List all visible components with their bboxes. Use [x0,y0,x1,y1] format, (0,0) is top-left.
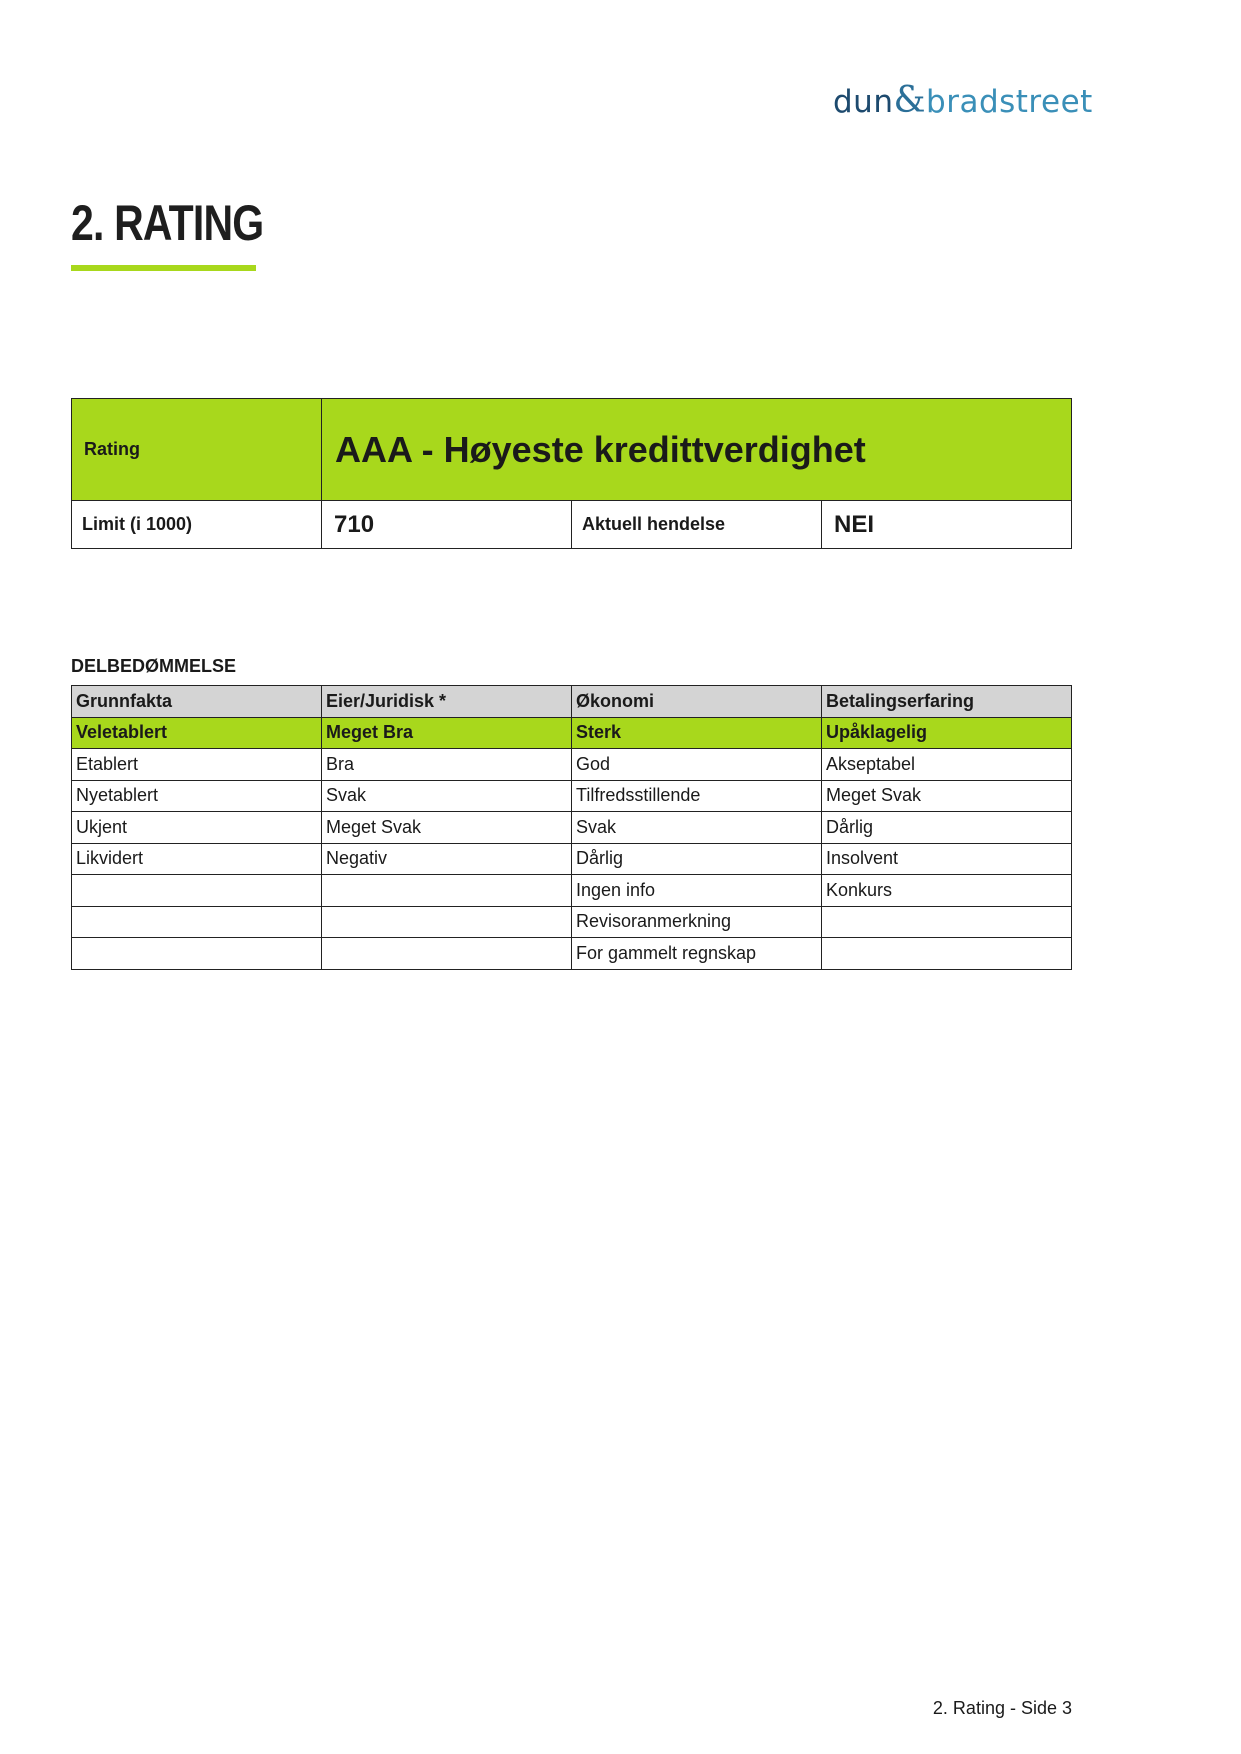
table-cell: Dårlig [571,842,822,875]
logo-text: dun [833,84,894,120]
table-cell [71,905,322,938]
rating-value: AAA - Høyeste kredittverdighet [321,398,1072,501]
table-row: Nyetablert Svak Tilfredsstillende Meget Sva… [71,779,1072,812]
table-cell: Revisoranmerkning [571,905,822,938]
column-header: Eier/Juridisk * [321,685,572,718]
table-row: Ingen info Konkurs [71,874,1072,907]
table-cell: Insolvent [821,842,1072,875]
rating-label: Rating [71,398,322,501]
limit-label: Limit (i 1000) [71,500,322,549]
table-cell [821,905,1072,938]
subratings-table: Grunnfakta Eier/Juridisk * Økonomi Betal… [71,685,1072,970]
table-row: Likvidert Negativ Dårlig Insolvent [71,842,1072,875]
table-cell: Meget Bra [321,716,572,749]
page-footer: 2. Rating - Side 3 [932,1698,1072,1718]
column-header: Grunnfakta [71,685,322,718]
table-cell: Bra [321,748,572,781]
table-cell: Dårlig [821,811,1072,844]
table-cell [321,905,572,938]
table-cell: Meget Svak [321,811,572,844]
table-cell [71,937,322,970]
table-row: Ukjent Meget Svak Svak Dårlig [71,811,1072,844]
page-title: 2. RATING [71,195,264,251]
dun-bradstreet-logo: dun&bradstreet [833,80,1093,121]
table-cell: God [571,748,822,781]
table-cell [71,874,322,907]
table-cell: Ingen info [571,874,822,907]
table-cell: Nyetablert [71,779,322,812]
table-cell: Ukjent [71,811,322,844]
table-cell: Svak [571,811,822,844]
event-label: Aktuell hendelse [571,500,822,549]
table-cell: Negativ [321,842,572,875]
table-cell: Veletablert [71,716,322,749]
title-underline [71,265,256,271]
table-cell: Sterk [571,716,822,749]
table-row: For gammelt regnskap [71,937,1072,970]
table-cell: Meget Svak [821,779,1072,812]
table-cell: Svak [321,779,572,812]
table-header-row: Grunnfakta Eier/Juridisk * Økonomi Betal… [71,685,1072,718]
table-cell: Likvidert [71,842,322,875]
subratings-title: DELBEDØMMELSE [71,656,237,676]
table-cell: For gammelt regnskap [571,937,822,970]
column-header: Økonomi [571,685,822,718]
table-row: Revisoranmerkning [71,905,1072,938]
table-row: Etablert Bra God Akseptabel [71,748,1072,781]
table-cell: Upåklagelig [821,716,1072,749]
table-cell: Konkurs [821,874,1072,907]
table-row-selected: Veletablert Meget Bra Sterk Upåklagelig [71,716,1072,749]
logo-ampersand: & [893,80,927,121]
table-cell: Etablert [71,748,322,781]
event-value: NEI [821,500,1072,549]
table-cell [821,937,1072,970]
logo-text: bradstreet [926,84,1093,120]
table-cell: Tilfredsstillende [571,779,822,812]
table-cell [321,874,572,907]
limit-value: 710 [321,500,572,549]
column-header: Betalingserfaring [821,685,1072,718]
table-cell [321,937,572,970]
table-cell: Akseptabel [821,748,1072,781]
rating-table: Rating AAA - Høyeste kredittverdighet Li… [71,398,1072,549]
